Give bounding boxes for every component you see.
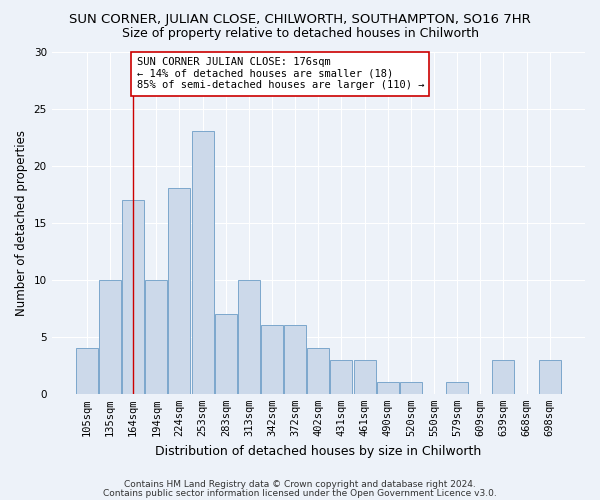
Bar [169,188,190,394]
Bar [400,382,422,394]
Bar [122,200,144,394]
Bar [145,280,167,394]
X-axis label: Distribution of detached houses by size in Chilworth: Distribution of detached houses by size … [155,444,481,458]
Text: Size of property relative to detached houses in Chilworth: Size of property relative to detached ho… [121,28,479,40]
Bar [493,360,514,394]
Text: Contains public sector information licensed under the Open Government Licence v3: Contains public sector information licen… [103,488,497,498]
Bar [307,348,329,394]
Text: SUN CORNER JULIAN CLOSE: 176sqm
← 14% of detached houses are smaller (18)
85% of: SUN CORNER JULIAN CLOSE: 176sqm ← 14% of… [137,57,424,90]
Bar [539,360,561,394]
Y-axis label: Number of detached properties: Number of detached properties [15,130,28,316]
Bar [261,326,283,394]
Text: Contains HM Land Registry data © Crown copyright and database right 2024.: Contains HM Land Registry data © Crown c… [124,480,476,489]
Bar [284,326,306,394]
Bar [238,280,260,394]
Bar [353,360,376,394]
Bar [446,382,468,394]
Bar [215,314,237,394]
Bar [191,132,214,394]
Bar [99,280,121,394]
Text: SUN CORNER, JULIAN CLOSE, CHILWORTH, SOUTHAMPTON, SO16 7HR: SUN CORNER, JULIAN CLOSE, CHILWORTH, SOU… [69,12,531,26]
Bar [331,360,352,394]
Bar [76,348,98,394]
Bar [377,382,399,394]
